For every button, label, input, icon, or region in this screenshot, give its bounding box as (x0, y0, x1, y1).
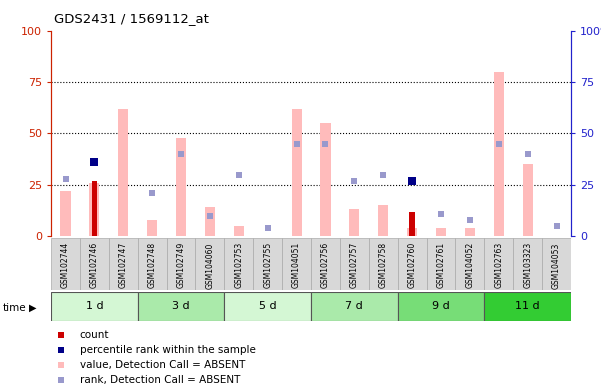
Bar (224, 238, 253, 290)
Bar (409, 212, 415, 236)
Bar (513, 238, 542, 290)
Text: GSM102748: GSM102748 (148, 242, 157, 288)
Text: GSM103323: GSM103323 (523, 242, 532, 288)
Bar (109, 238, 138, 290)
Bar (61, 191, 70, 236)
Text: GSM102760: GSM102760 (407, 242, 416, 288)
Text: GDS2431 / 1569112_at: GDS2431 / 1569112_at (54, 12, 209, 25)
Bar (320, 123, 331, 236)
Text: GSM102756: GSM102756 (321, 242, 330, 288)
Bar (493, 72, 504, 236)
Bar (291, 109, 302, 236)
Text: GSM104052: GSM104052 (465, 242, 474, 288)
Bar (456, 238, 484, 290)
Bar (407, 228, 417, 236)
Text: GSM102755: GSM102755 (263, 242, 272, 288)
Text: GSM102763: GSM102763 (494, 242, 503, 288)
Bar (369, 238, 398, 290)
Text: rank, Detection Call = ABSENT: rank, Detection Call = ABSENT (80, 375, 240, 384)
Bar (398, 292, 484, 321)
Text: GSM102761: GSM102761 (436, 242, 445, 288)
Text: GSM102753: GSM102753 (234, 242, 243, 288)
Bar (138, 238, 166, 290)
Bar (349, 209, 359, 236)
Bar (282, 238, 311, 290)
Text: GSM102744: GSM102744 (61, 242, 70, 288)
Bar (166, 238, 195, 290)
Bar (51, 292, 138, 321)
Bar (147, 220, 157, 236)
Bar (311, 292, 398, 321)
Bar (224, 292, 311, 321)
Text: 11 d: 11 d (515, 301, 540, 311)
Bar (378, 205, 388, 236)
Text: GSM102749: GSM102749 (177, 242, 186, 288)
Bar (523, 164, 532, 236)
Bar (340, 238, 369, 290)
Bar (311, 238, 340, 290)
Bar (91, 181, 97, 236)
Bar (465, 228, 475, 236)
Text: GSM102746: GSM102746 (90, 242, 99, 288)
Text: 9 d: 9 d (432, 301, 450, 311)
Text: GSM104053: GSM104053 (552, 242, 561, 289)
Bar (138, 292, 224, 321)
Bar (436, 228, 446, 236)
Bar (253, 238, 282, 290)
Bar (51, 238, 80, 290)
Bar (118, 109, 129, 236)
Text: GSM104060: GSM104060 (206, 242, 215, 289)
Text: GSM102758: GSM102758 (379, 242, 388, 288)
Text: percentile rank within the sample: percentile rank within the sample (80, 345, 255, 355)
Bar (484, 292, 571, 321)
Text: GSM102757: GSM102757 (350, 242, 359, 288)
Text: time: time (3, 303, 26, 313)
Bar (398, 238, 427, 290)
Bar (80, 238, 109, 290)
Bar (205, 207, 215, 236)
Text: GSM102747: GSM102747 (119, 242, 128, 288)
Text: 7 d: 7 d (346, 301, 363, 311)
Text: 1 d: 1 d (85, 301, 103, 311)
Text: value, Detection Call = ABSENT: value, Detection Call = ABSENT (80, 360, 245, 370)
Bar (427, 238, 456, 290)
Bar (542, 238, 571, 290)
Bar (90, 183, 99, 236)
Text: count: count (80, 330, 109, 340)
Text: 3 d: 3 d (172, 301, 190, 311)
Text: GSM104051: GSM104051 (292, 242, 301, 288)
Bar (234, 226, 244, 236)
Text: 5 d: 5 d (259, 301, 276, 311)
Bar (195, 238, 224, 290)
Text: ▶: ▶ (29, 303, 36, 313)
Bar (484, 238, 513, 290)
Bar (176, 137, 186, 236)
